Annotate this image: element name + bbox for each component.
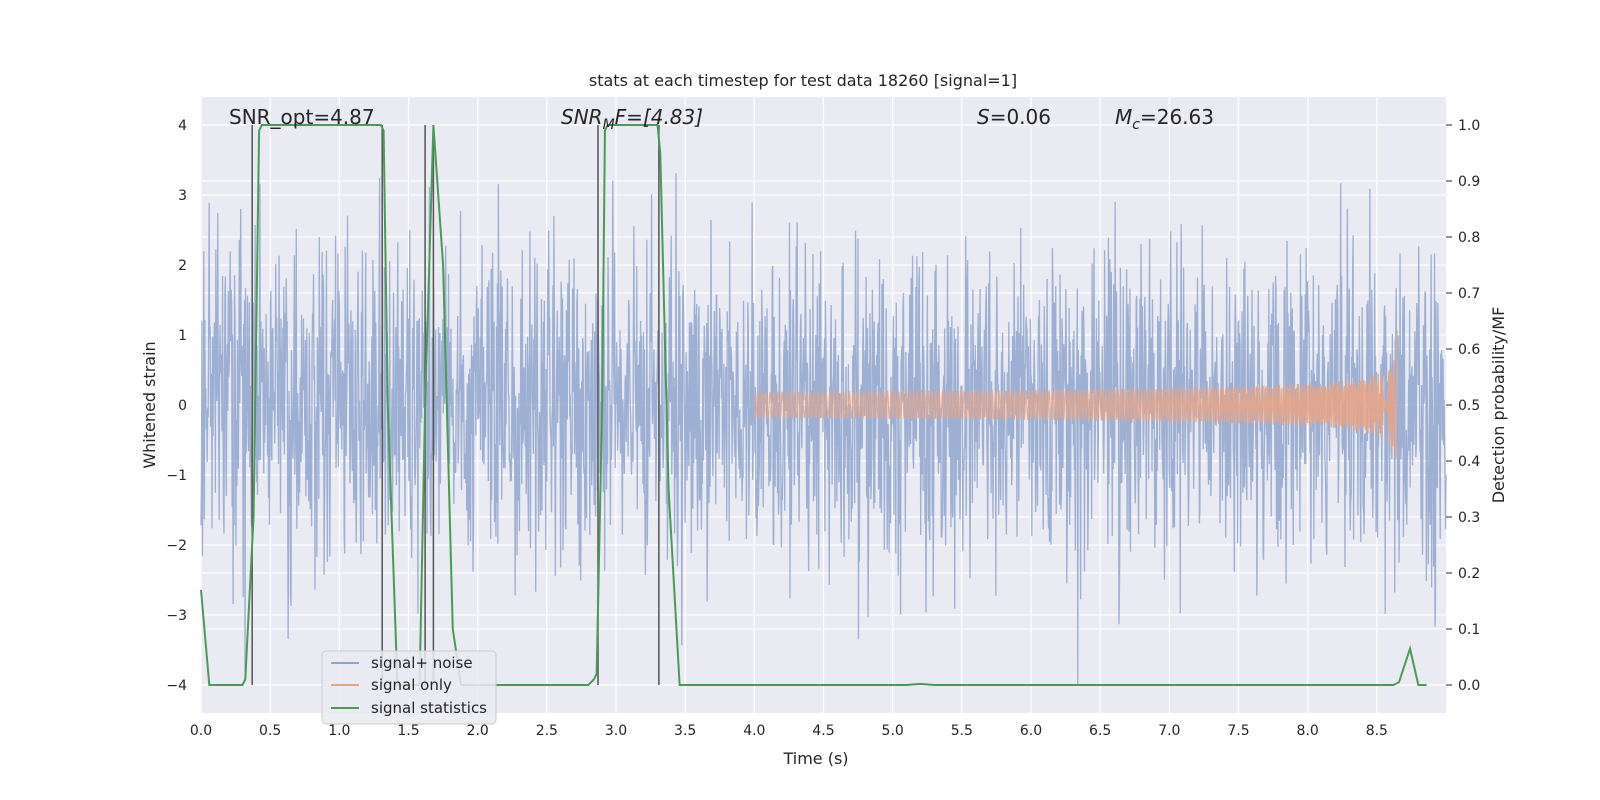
x-tick-label: 2.0 xyxy=(467,723,489,739)
x-tick-label: 4.5 xyxy=(812,723,834,739)
annotation-mc-rest: =26.63 xyxy=(1140,105,1214,129)
x-tick-label: 3.5 xyxy=(674,723,696,739)
legend-label-signal-only: signal only xyxy=(371,676,452,694)
legend-label-signal-statistics: signal statistics xyxy=(371,699,487,717)
y-left-tick-label: 4 xyxy=(178,118,187,134)
x-tick-label: 8.0 xyxy=(1297,723,1319,739)
y-right-tick-label: 0.0 xyxy=(1458,678,1480,694)
series-signal-statistics xyxy=(200,124,1427,686)
x-tick-label: 1.5 xyxy=(397,723,419,739)
x-tick-label: 8.5 xyxy=(1366,723,1388,739)
y-left-tick-label: −1 xyxy=(166,468,187,484)
line-signal-statistics xyxy=(200,124,1427,686)
x-axis-label: Time (s) xyxy=(782,749,848,768)
legend-label-signal-noise: signal+ noise xyxy=(371,654,473,672)
legend-box xyxy=(321,650,497,725)
y-right-tick-label: 0.9 xyxy=(1458,174,1480,190)
x-tick-label: 7.5 xyxy=(1227,723,1249,739)
y-left-tick-label: 1 xyxy=(178,328,187,344)
y-axis-right-ticks: 0.0 0.1 0.2 0.3 0.4 0.5 0.6 0.7 0.8 0.9 1.0 xyxy=(1446,118,1480,694)
y-right-tick-label: 0.2 xyxy=(1458,566,1480,582)
y-left-tick-label: −3 xyxy=(166,608,187,624)
annotation-s-main: S xyxy=(977,105,990,129)
annotation-mc: Mc=26.63 xyxy=(1115,105,1214,133)
annotation-snr-mf: SNRMF=[4.83] xyxy=(561,105,703,133)
y-left-tick-label: 0 xyxy=(178,398,187,414)
annotation-s: S=0.06 xyxy=(977,105,1051,129)
annotation-snr-mf-main: SNR xyxy=(561,105,603,129)
y-axis-left-label: Whitened strain xyxy=(140,341,159,468)
chart-title: stats at each timestep for test data 182… xyxy=(589,71,1017,90)
x-tick-label: 0.0 xyxy=(190,723,212,739)
y-right-tick-label: 0.1 xyxy=(1458,622,1480,638)
y-left-tick-label: −4 xyxy=(166,678,187,694)
x-tick-label: 5.0 xyxy=(882,723,904,739)
y-right-tick-label: 0.3 xyxy=(1458,510,1480,526)
x-tick-label: 6.5 xyxy=(1089,723,1111,739)
annotation-snr-mf-sub: M xyxy=(603,117,615,133)
y-axis-left-ticks: −4 −3 −2 −1 0 1 2 3 4 xyxy=(166,118,187,694)
y-right-tick-label: 0.7 xyxy=(1458,286,1480,302)
y-right-tick-label: 0.4 xyxy=(1458,454,1480,470)
x-axis-ticks: 0.0 0.5 1.0 1.5 2.0 2.5 3.0 3.5 4.0 4.5 5.0 5.5 6.0 6… xyxy=(190,723,1388,739)
y-left-tick-label: 3 xyxy=(178,188,187,204)
legend: signal+ noise signal only signal statist… xyxy=(321,650,497,725)
series-signal-noise xyxy=(200,173,1447,686)
y-left-tick-label: −2 xyxy=(166,538,187,554)
annotation-mc-sub: c xyxy=(1132,117,1140,133)
x-tick-label: 6.0 xyxy=(1020,723,1042,739)
annotation-mc-main: M xyxy=(1115,105,1132,129)
y-right-tick-label: 0.5 xyxy=(1458,398,1480,414)
x-tick-label: 4.0 xyxy=(743,723,765,739)
x-tick-label: 2.5 xyxy=(536,723,558,739)
annotation-snr-opt: SNR_opt=4.87 xyxy=(229,105,375,129)
annotation-snr-mf-rest-f: F=[4.83] xyxy=(615,105,703,129)
y-left-tick-label: 2 xyxy=(178,258,187,274)
series-signal-only xyxy=(753,330,1398,459)
y-right-tick-label: 0.6 xyxy=(1458,342,1480,358)
line-signal-only xyxy=(753,330,1398,459)
x-tick-label: 0.5 xyxy=(259,723,281,739)
x-tick-label: 5.5 xyxy=(951,723,973,739)
x-tick-label: 7.0 xyxy=(1158,723,1180,739)
line-signal-noise xyxy=(200,173,1447,686)
annotation-s-rest: =0.06 xyxy=(990,105,1051,129)
y-right-tick-label: 1.0 xyxy=(1458,118,1480,134)
y-axis-right-label: Detection probability/MF xyxy=(1489,307,1508,504)
y-right-tick-label: 0.8 xyxy=(1458,230,1480,246)
x-tick-label: 3.0 xyxy=(605,723,627,739)
x-tick-label: 1.0 xyxy=(328,723,350,739)
